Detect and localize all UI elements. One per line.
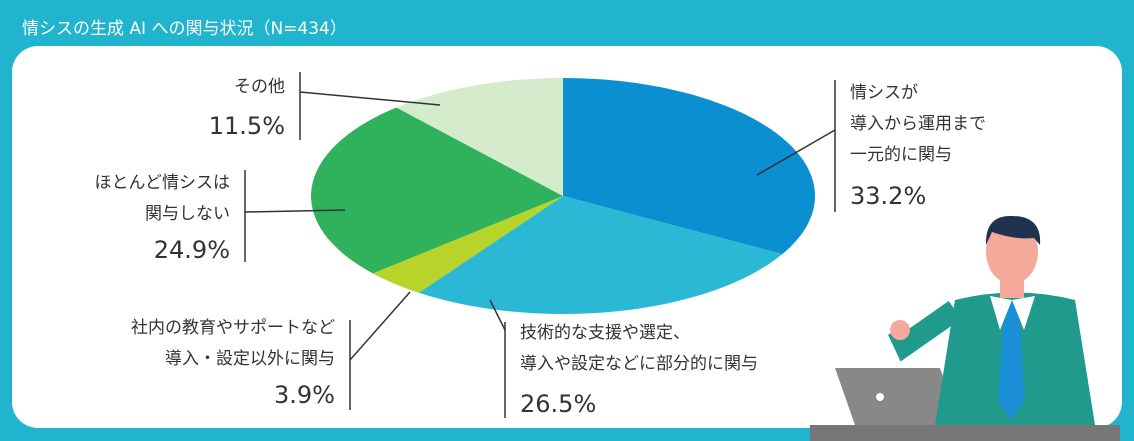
leader-lines bbox=[244, 72, 836, 418]
value-label: 11.5% bbox=[208, 112, 285, 140]
leader-line bbox=[489, 299, 506, 331]
leader-line bbox=[349, 291, 411, 361]
value-label: 26.5% bbox=[520, 390, 597, 418]
leader-line bbox=[756, 129, 836, 176]
category-label: 技術的な支援や選定、 導入や設定などに部分的に関与 bbox=[520, 323, 758, 374]
category-label: 社内の教育やサポートなど 導入・設定以外に関与 bbox=[131, 318, 335, 369]
leader-line bbox=[299, 91, 441, 106]
value-label: 24.9% bbox=[153, 236, 230, 264]
person-illustration bbox=[810, 215, 1120, 441]
category-label: その他 bbox=[234, 77, 285, 97]
pie-slice bbox=[372, 196, 563, 293]
value-label: 3.9% bbox=[274, 381, 335, 409]
category-label: ほとんど情シスは 関与しない bbox=[94, 173, 231, 224]
pie-slice bbox=[310, 107, 563, 274]
pie-slice bbox=[418, 196, 783, 315]
pie-slice bbox=[396, 78, 563, 196]
value-label: 33.2% bbox=[850, 182, 927, 210]
chart-title: 情シスの生成 AI への関与状況（N=434） bbox=[22, 19, 347, 39]
pie-slice bbox=[563, 78, 815, 255]
leader-line bbox=[244, 209, 346, 213]
category-label: 情シスが 導入から運用まで 一元的に関与 bbox=[850, 83, 986, 165]
